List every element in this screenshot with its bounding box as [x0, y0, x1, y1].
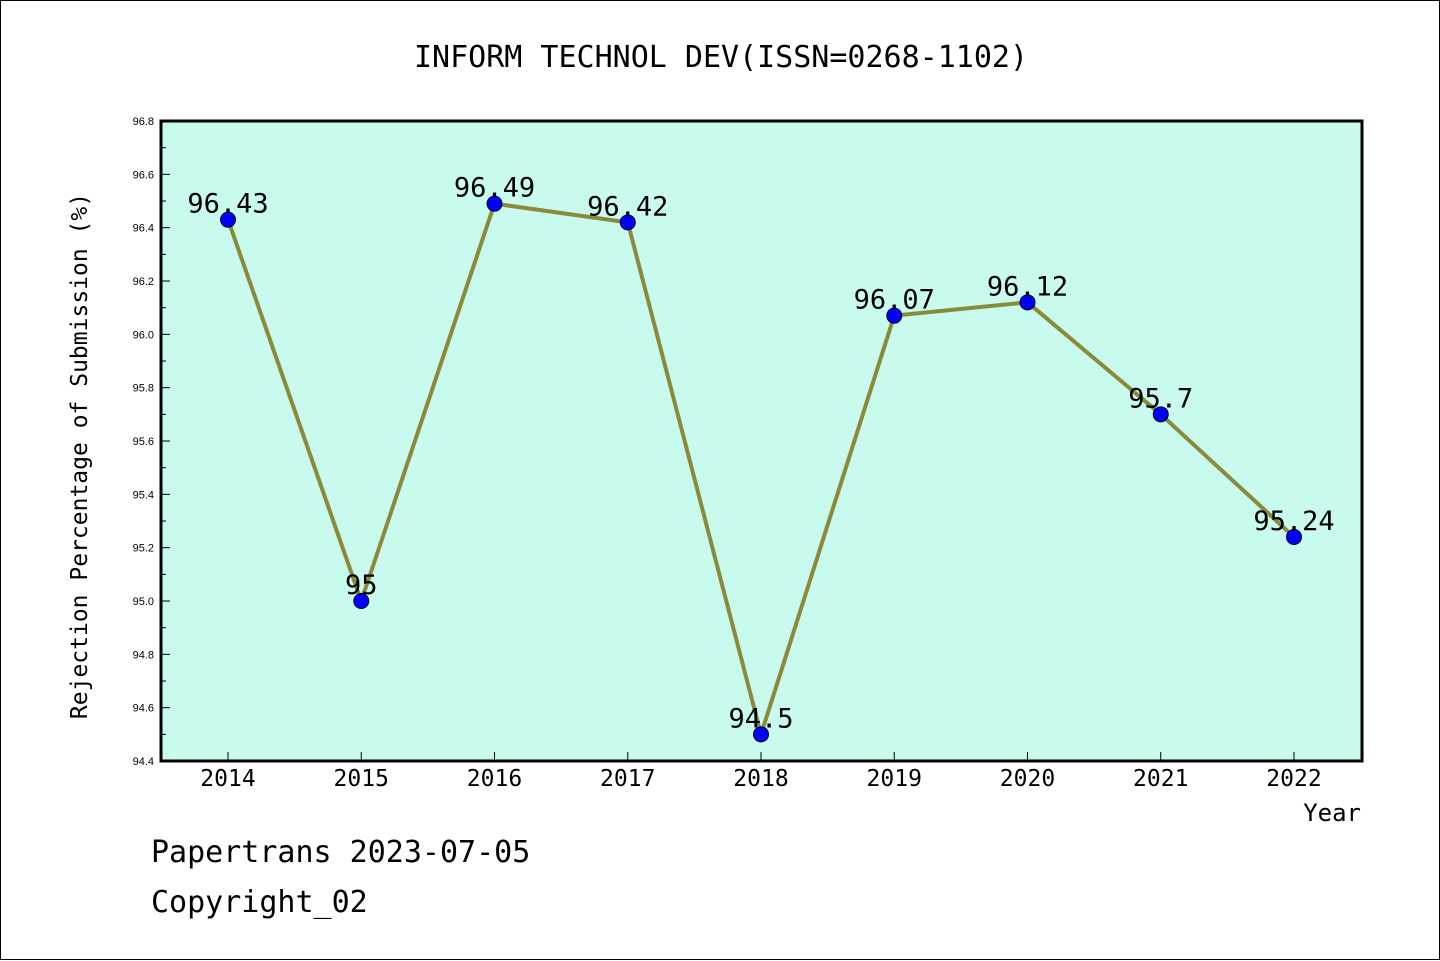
y-tick-label: 96.4	[133, 223, 154, 235]
y-tick-label: 95.6	[133, 436, 154, 448]
data-point	[1286, 529, 1302, 545]
y-tick-label: 95.4	[133, 489, 154, 501]
data-labels: 96.43 95 96.49 96.42 94.5 96.07 96.12 95.7 95.24	[187, 173, 1334, 735]
footer-text: Papertrans 2023-07-05	[151, 835, 531, 870]
y-tick-label: 94.8	[133, 649, 154, 661]
data-label: 96.07	[854, 285, 935, 316]
x-axis-label: Year	[1303, 799, 1361, 827]
data-point	[619, 214, 636, 231]
y-tick-label: 95.2	[133, 543, 154, 555]
data-point	[886, 307, 903, 324]
axis-ticks: 94.4 94.6 94.8 95.0 95.2 95.4 95.6 95.8 96.0 96.2…	[133, 116, 1322, 792]
data-label: 96.42	[587, 191, 668, 222]
x-tick-label: 2019	[867, 766, 922, 792]
data-point	[1019, 294, 1036, 311]
x-tick-label: 2014	[200, 766, 255, 792]
data-point	[353, 593, 370, 609]
copyright-text: Copyright_02	[151, 885, 368, 920]
data-label: 95	[345, 570, 378, 601]
x-tick-label: 2018	[733, 766, 788, 792]
x-tick-label: 2022	[1266, 766, 1321, 792]
data-label: 95.24	[1253, 506, 1334, 537]
data-label: 94.5	[728, 703, 793, 734]
data-label: 96.43	[187, 189, 268, 220]
y-tick-label: 95.8	[133, 383, 154, 395]
x-tick-label: 2017	[600, 766, 655, 792]
data-point	[753, 726, 769, 743]
chart-title: INFORM TECHNOL DEV(ISSN=0268-1102)	[414, 40, 1028, 75]
data-label: 96.49	[454, 173, 535, 204]
y-tick-label: 95.0	[133, 596, 154, 608]
y-axis-label: Rejection Percentage of Submission (%)	[67, 193, 93, 719]
y-tick-label: 96.2	[133, 276, 154, 288]
y-tick-label: 96.8	[133, 116, 154, 128]
data-point	[220, 211, 236, 228]
x-tick-label: 2015	[334, 766, 389, 792]
x-tick-label: 2020	[1000, 766, 1055, 792]
data-points	[220, 195, 1302, 743]
y-tick-label: 94.4	[133, 756, 154, 768]
x-tick-label: 2016	[467, 766, 522, 792]
plot-border	[159, 119, 1364, 763]
x-tick-label: 2021	[1133, 766, 1188, 792]
data-point	[486, 195, 503, 212]
y-tick-label: 94.6	[133, 703, 154, 715]
data-label: 96.12	[987, 271, 1068, 302]
plot-area	[161, 121, 1362, 761]
data-point	[1152, 406, 1169, 423]
data-label: 95.7	[1128, 383, 1193, 414]
y-tick-label: 96.6	[133, 169, 154, 181]
y-tick-label: 96.0	[133, 329, 154, 341]
